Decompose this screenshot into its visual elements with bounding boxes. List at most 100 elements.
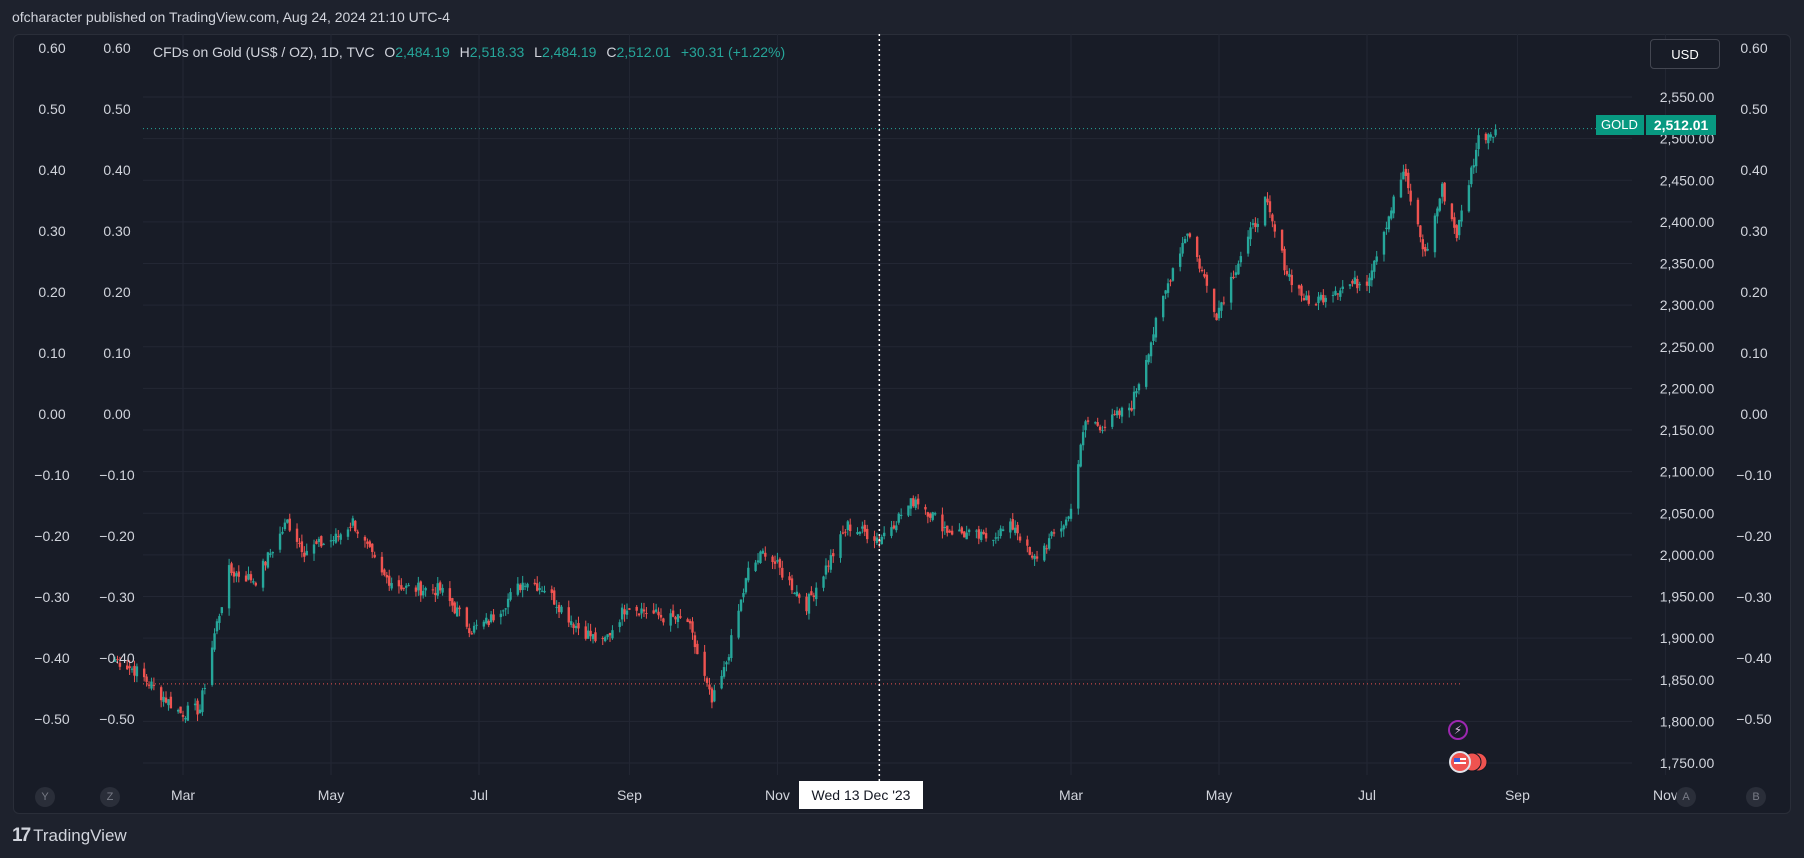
- candle: [1064, 516, 1068, 529]
- candle: [637, 613, 641, 617]
- candle: [1096, 417, 1099, 427]
- candle-body: [710, 688, 714, 703]
- candle-body: [371, 543, 374, 552]
- candle-body: [288, 518, 291, 531]
- candle-body: [1314, 304, 1318, 306]
- candle-body: [295, 528, 299, 542]
- candle: [516, 577, 520, 597]
- candle: [448, 581, 452, 607]
- candle-body: [436, 583, 439, 596]
- candle: [1043, 543, 1046, 562]
- candle-body: [366, 541, 369, 544]
- candle-body: [984, 533, 988, 539]
- candle: [892, 520, 896, 530]
- candle: [744, 577, 748, 595]
- candle: [465, 606, 469, 630]
- candle: [113, 656, 117, 662]
- candle: [196, 698, 199, 722]
- candle: [967, 528, 971, 536]
- candle-body: [300, 541, 304, 553]
- candle-body: [652, 610, 655, 614]
- legend-low: 2,484.19: [541, 44, 597, 60]
- candle-body: [215, 621, 219, 632]
- candle-body: [332, 540, 335, 542]
- tradingview-brand[interactable]: TradingView: [33, 826, 127, 845]
- candle: [975, 529, 978, 539]
- candle: [254, 581, 257, 587]
- log-scale-button[interactable]: Y: [35, 787, 55, 807]
- candle: [133, 660, 136, 683]
- candle: [482, 619, 486, 630]
- candle: [1047, 533, 1051, 551]
- candle-body: [1222, 302, 1226, 304]
- candle-body: [533, 582, 537, 585]
- secondary-tick-label-left2: 0.40: [103, 162, 130, 178]
- candle-body: [882, 532, 886, 537]
- candle-body: [625, 610, 629, 615]
- chart-frame[interactable]: [13, 34, 1791, 814]
- candle: [705, 676, 709, 687]
- candle-body: [725, 662, 728, 665]
- candle: [1263, 196, 1267, 227]
- candle: [1407, 168, 1410, 195]
- candle: [366, 538, 369, 549]
- candle-body: [1154, 317, 1158, 338]
- candle: [400, 578, 403, 591]
- candle-body: [220, 607, 224, 614]
- candle-body: [1283, 248, 1286, 271]
- candle: [264, 561, 267, 571]
- price-tick-label: 1,950.00: [1660, 589, 1715, 605]
- candle: [839, 530, 842, 563]
- candle: [591, 634, 595, 644]
- candle: [620, 603, 624, 626]
- candle-body: [1164, 290, 1167, 294]
- legend-symbol[interactable]: CFDs on Gold (US$ / OZ), 1D, TVC: [153, 44, 375, 60]
- scale-button[interactable]: B: [1746, 787, 1766, 807]
- candle-body: [334, 533, 338, 543]
- candle-body: [145, 676, 148, 682]
- candle-body: [162, 696, 165, 702]
- candle-body: [1205, 274, 1209, 286]
- footer: 17 TradingView: [12, 824, 127, 848]
- candle: [1375, 250, 1378, 265]
- candle-body: [591, 634, 595, 640]
- candle: [201, 687, 204, 716]
- auto-scale-button[interactable]: A: [1676, 787, 1696, 807]
- candle-body: [603, 637, 607, 642]
- candle: [1365, 274, 1369, 292]
- candle: [946, 525, 949, 537]
- candle-body: [713, 690, 716, 702]
- candle-body: [1171, 268, 1175, 281]
- candle: [1234, 265, 1238, 279]
- candle-body: [662, 618, 665, 623]
- candle-body: [926, 512, 930, 517]
- candle-body: [1239, 256, 1243, 263]
- candle-body: [1467, 185, 1471, 212]
- candle-body: [1494, 129, 1497, 136]
- currency-button[interactable]: USD: [1650, 39, 1720, 69]
- candle: [555, 600, 558, 614]
- candle: [1385, 221, 1388, 235]
- candle-body: [142, 668, 146, 678]
- secondary-tick-label-left: −0.10: [34, 467, 70, 483]
- tradingview-logo-icon[interactable]: 17: [12, 825, 31, 846]
- us-flag-icon[interactable]: [1446, 751, 1490, 773]
- candle-body: [1373, 260, 1376, 272]
- candle-body: [790, 578, 794, 591]
- candle-body: [1069, 508, 1073, 519]
- time-tick-label: Jul: [1358, 787, 1376, 803]
- lightning-icon[interactable]: ⚡: [1448, 720, 1468, 740]
- candle: [1353, 270, 1357, 285]
- candle-body: [618, 622, 621, 627]
- candle-body: [594, 632, 597, 642]
- secondary-tick-label-right: −0.50: [1736, 711, 1772, 727]
- candle-body: [812, 595, 816, 598]
- candle-body: [441, 587, 444, 593]
- secondary-tick-label-left2: −0.30: [99, 589, 135, 605]
- candle: [1050, 530, 1053, 539]
- candle-body: [455, 607, 459, 617]
- candle-body: [608, 632, 612, 636]
- zoom-button[interactable]: Z: [100, 787, 120, 807]
- candle: [950, 525, 954, 536]
